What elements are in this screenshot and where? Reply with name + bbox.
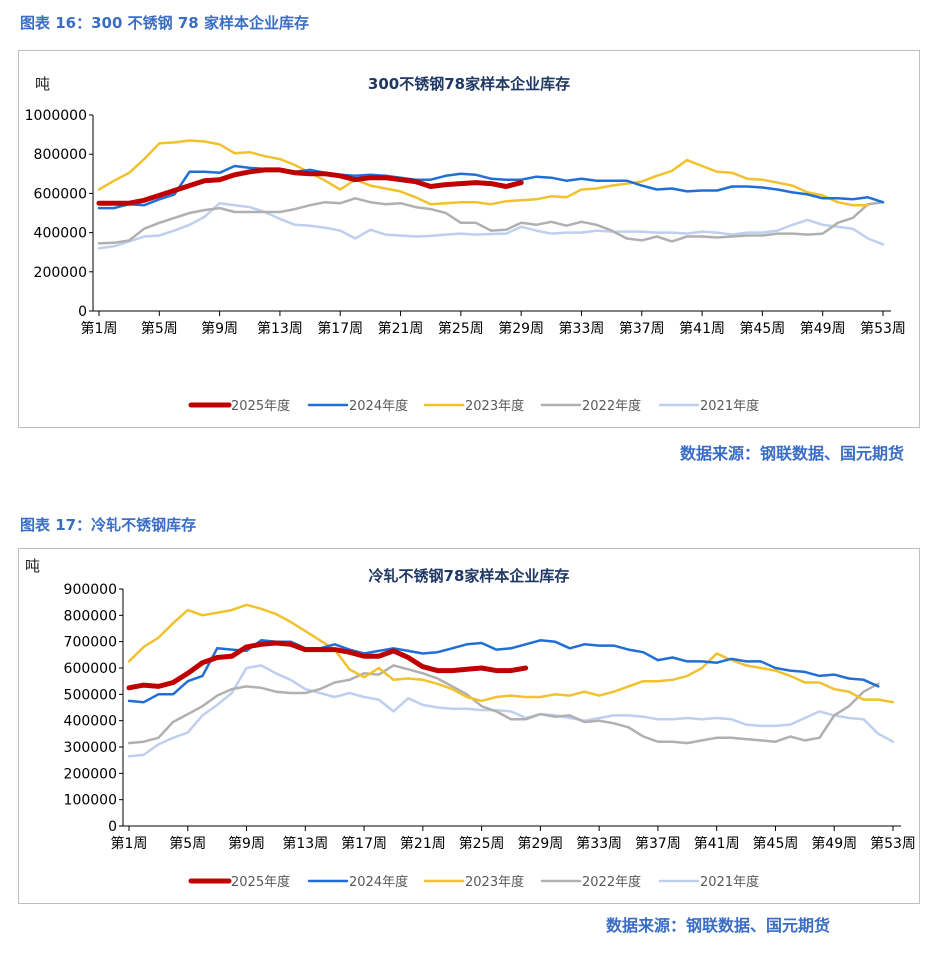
x-tick-label: 第17周 [317, 320, 363, 337]
y-tick-label: 600000 [34, 186, 87, 202]
series-line-2021年度 [127, 664, 895, 758]
x-tick-label: 第37周 [619, 320, 665, 337]
y-tick-label: 700000 [64, 635, 117, 651]
x-tick-label: 第13周 [257, 320, 303, 337]
x-tick-label: 第1周 [81, 320, 118, 337]
legend-label: 2021年度 [700, 874, 759, 890]
x-tick-label: 第41周 [694, 835, 740, 852]
y-tick-label: 800000 [34, 147, 87, 163]
x-tick-label: 第49周 [811, 835, 857, 852]
x-tick-label: 第21周 [378, 320, 424, 337]
y-axis-unit-label: 吨 [25, 557, 41, 575]
y-tick-label: 200000 [64, 766, 117, 782]
figure-16-source: 数据来源：钢联数据、国元期货 [680, 444, 905, 463]
x-tick-label: 第45周 [739, 320, 785, 337]
series-line-2021年度 [97, 201, 885, 250]
y-tick-label: 1000000 [25, 108, 87, 124]
legend-label: 2022年度 [582, 398, 641, 414]
figure-17-panel: 吨 冷轧不锈钢78家样本企业库存 0 100000 200000 300000 4000… [18, 548, 920, 904]
legend-label: 2021年度 [700, 398, 759, 414]
x-tick-label: 第33周 [559, 320, 605, 337]
y-tick-label: 100000 [64, 793, 117, 809]
x-tick-label: 第17周 [341, 835, 387, 852]
y-tick-label: 0 [78, 304, 87, 320]
chart-17-svg: 0 100000 200000 300000 400000 500000 600000 700… [64, 582, 916, 890]
x-tick-label: 第49周 [800, 320, 846, 337]
legend-label: 2024年度 [349, 398, 408, 414]
x-tick-label: 第29周 [517, 835, 563, 852]
y-tick-label: 400000 [34, 226, 87, 242]
x-tick-label: 第5周 [169, 835, 206, 852]
y-tick-label: 800000 [64, 608, 117, 624]
legend-label: 2024年度 [349, 874, 408, 890]
x-tick-label: 第9周 [201, 320, 238, 337]
x-tick-label: 第45周 [753, 835, 799, 852]
x-tick-label: 第1周 [111, 835, 148, 852]
series-line-2024年度 [97, 164, 885, 210]
chart-title: 冷轧不锈钢78家样本企业库存 [368, 567, 570, 585]
chart-16-svg: 0 200000 400000 600000 800000 1000000 第1周 第5周 第9… [25, 108, 906, 414]
series-line-2025年度 [126, 640, 529, 691]
x-tick-label: 第25周 [438, 320, 484, 337]
figure-16-panel: 吨 300不锈钢78家样本企业库存 0 200000 400000 600000 800… [18, 50, 920, 428]
x-tick-label: 第53周 [860, 320, 906, 337]
x-tick-label: 第29周 [498, 320, 544, 337]
x-tick-label: 第33周 [576, 835, 622, 852]
figure-17-source: 数据来源：钢联数据、国元期货 [606, 916, 831, 935]
series-line-2023年度 [127, 603, 895, 704]
legend-label: 2023年度 [465, 398, 524, 414]
chart-title: 300不锈钢78家样本企业库存 [367, 75, 571, 93]
x-tick-label: 第53周 [870, 835, 916, 852]
series-line-2023年度 [97, 139, 870, 207]
x-tick-label: 第25周 [459, 835, 505, 852]
x-tick-label: 第5周 [141, 320, 178, 337]
x-tick-label: 第37周 [635, 835, 681, 852]
y-tick-label: 900000 [64, 582, 117, 598]
legend-label: 2025年度 [231, 398, 290, 414]
legend-label: 2025年度 [231, 874, 290, 890]
x-tick-label: 第13周 [282, 835, 328, 852]
figure-16-caption: 图表 16：300 不锈钢 78 家样本企业库存 [20, 14, 309, 32]
y-tick-label: 0 [108, 819, 117, 835]
x-tick-label: 第21周 [400, 835, 446, 852]
legend-label: 2023年度 [465, 874, 524, 890]
legend-label: 2022年度 [582, 874, 641, 890]
figure-17-caption: 图表 17：冷轧不锈钢库存 [20, 516, 197, 534]
x-tick-label: 第9周 [228, 835, 265, 852]
series-line-2025年度 [96, 167, 524, 206]
series-line-2022年度 [97, 197, 885, 245]
x-tick-label: 第41周 [679, 320, 725, 337]
y-axis-unit-label: 吨 [35, 75, 51, 93]
y-tick-label: 300000 [64, 740, 117, 756]
y-tick-label: 400000 [64, 714, 117, 730]
y-tick-label: 500000 [64, 687, 117, 703]
series-line-2022年度 [127, 664, 880, 745]
y-tick-label: 200000 [34, 265, 87, 281]
y-tick-label: 600000 [64, 661, 117, 677]
